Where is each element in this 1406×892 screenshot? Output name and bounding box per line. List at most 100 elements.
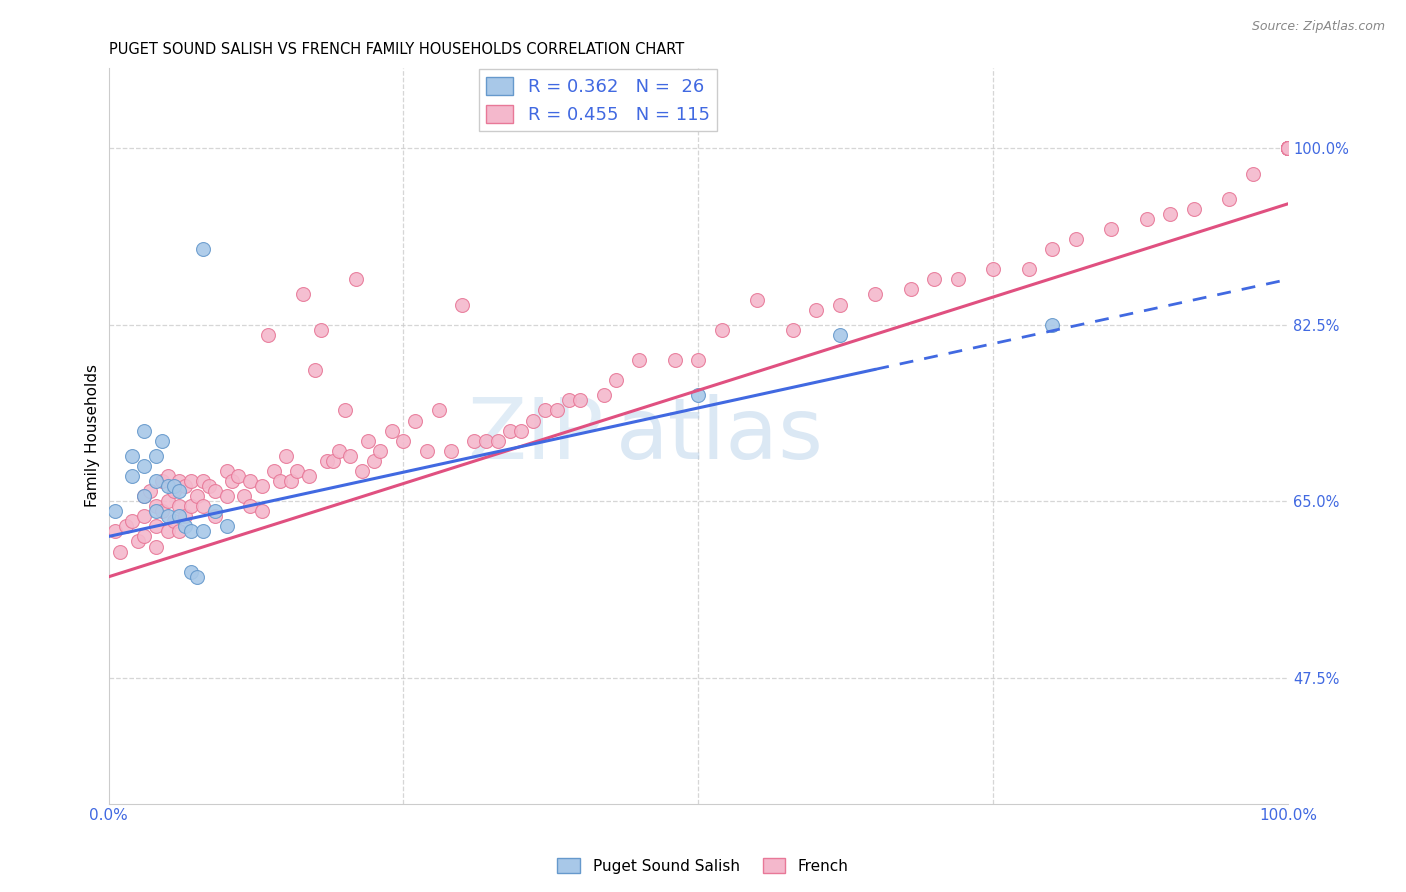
Point (239, 474, 262, 488)
Point (156, 509, 179, 524)
Point (322, 454, 344, 468)
Point (1064, 232, 1087, 246)
Point (710, 323, 733, 337)
Point (132, 458, 155, 473)
Point (1277, 141, 1299, 155)
Point (169, 474, 191, 488)
Point (110, 544, 132, 558)
Point (186, 570, 208, 584)
Point (169, 524, 191, 539)
Point (1277, 141, 1299, 155)
Point (451, 297, 474, 311)
Point (174, 479, 197, 493)
Point (782, 323, 804, 337)
Point (1277, 141, 1299, 155)
Point (546, 403, 568, 417)
Point (1277, 141, 1299, 155)
Point (747, 293, 769, 307)
Point (1277, 141, 1299, 155)
Point (1277, 141, 1299, 155)
Point (522, 413, 544, 427)
Point (162, 484, 184, 499)
Point (180, 474, 202, 488)
Point (416, 443, 439, 458)
Point (180, 499, 202, 513)
Point (156, 469, 179, 483)
Legend: R = 0.362   N =  26, R = 0.455   N = 115: R = 0.362 N = 26, R = 0.455 N = 115 (479, 70, 717, 131)
Point (427, 403, 450, 417)
Point (1277, 141, 1299, 155)
Point (1277, 141, 1299, 155)
Point (156, 524, 179, 539)
Point (269, 474, 291, 488)
Point (339, 449, 361, 463)
Point (132, 509, 155, 524)
Point (191, 242, 214, 256)
Point (315, 454, 337, 468)
Point (215, 489, 238, 503)
Point (309, 323, 332, 337)
Point (169, 499, 191, 513)
Point (228, 469, 250, 483)
Point (304, 363, 326, 377)
Point (333, 403, 356, 417)
Point (263, 464, 285, 478)
Point (169, 484, 191, 499)
Point (486, 434, 509, 448)
Text: ZIP: ZIP (468, 394, 605, 477)
Point (605, 373, 627, 387)
Point (250, 504, 273, 518)
Point (180, 524, 202, 539)
Point (132, 424, 155, 438)
Point (828, 297, 851, 311)
Point (169, 509, 191, 524)
Point (156, 494, 179, 508)
Point (298, 469, 321, 483)
Point (404, 413, 426, 427)
Point (162, 514, 184, 528)
Point (204, 504, 226, 518)
Point (498, 424, 520, 438)
Point (145, 504, 167, 518)
Point (1099, 222, 1122, 236)
Point (191, 474, 214, 488)
Point (132, 529, 155, 543)
Point (115, 519, 138, 533)
Point (204, 484, 226, 499)
Text: PUGET SOUND SALISH VS FRENCH FAMILY HOUSEHOLDS CORRELATION CHART: PUGET SOUND SALISH VS FRENCH FAMILY HOUS… (108, 42, 683, 57)
Point (1040, 318, 1063, 332)
Point (1277, 141, 1299, 155)
Point (103, 524, 125, 539)
Point (368, 443, 391, 458)
Point (215, 464, 238, 478)
Point (1277, 141, 1299, 155)
Point (198, 479, 221, 493)
Point (191, 499, 214, 513)
Point (257, 327, 280, 342)
Point (150, 504, 173, 518)
Point (274, 449, 297, 463)
Text: atlas: atlas (616, 394, 824, 477)
Point (1218, 192, 1240, 206)
Point (806, 302, 828, 317)
Point (593, 388, 616, 402)
Point (233, 489, 256, 503)
Point (145, 499, 167, 513)
Point (250, 479, 273, 493)
Point (381, 424, 404, 438)
Point (1018, 262, 1040, 277)
Point (510, 424, 533, 438)
Point (946, 272, 969, 286)
Point (1277, 141, 1299, 155)
Point (174, 509, 197, 524)
Point (215, 519, 238, 533)
Text: Source: ZipAtlas.com: Source: ZipAtlas.com (1251, 20, 1385, 33)
Point (475, 434, 498, 448)
Point (352, 464, 374, 478)
Point (121, 514, 143, 528)
Point (1182, 202, 1205, 216)
Point (569, 393, 592, 408)
Point (280, 474, 302, 488)
Point (865, 287, 887, 301)
Point (363, 454, 385, 468)
